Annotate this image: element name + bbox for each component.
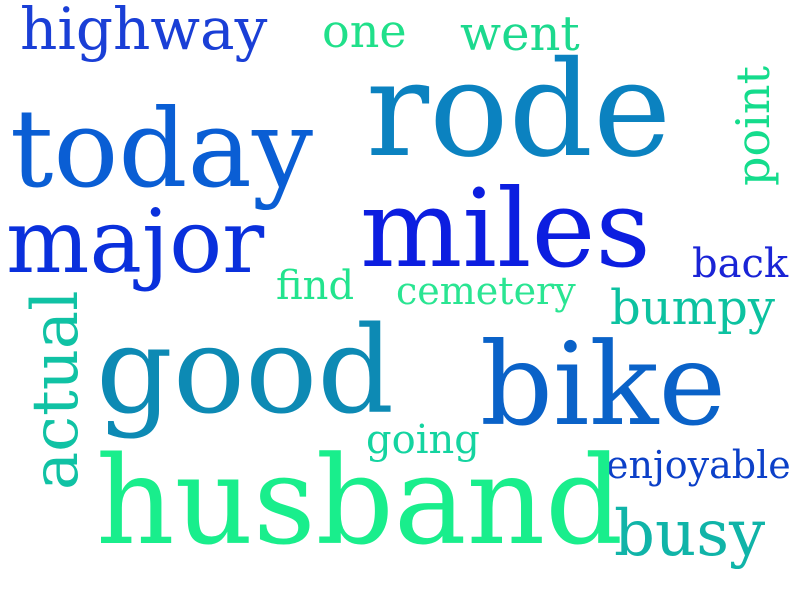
word-highway: highway bbox=[20, 0, 268, 63]
word-back: back bbox=[692, 241, 789, 287]
word-miles: miles bbox=[360, 167, 651, 292]
word-today: today bbox=[10, 87, 313, 212]
word-enjoyable: enjoyable bbox=[606, 443, 791, 487]
word-major: major bbox=[6, 190, 265, 293]
word-good: good bbox=[96, 302, 395, 441]
word-point: point bbox=[726, 66, 780, 186]
word-rode: rode bbox=[366, 33, 672, 187]
word-actual: actual bbox=[19, 290, 93, 490]
word-husband: husband bbox=[96, 430, 624, 572]
word-find: find bbox=[276, 263, 355, 309]
word-bike: bike bbox=[480, 318, 726, 451]
word-went: went bbox=[460, 6, 580, 62]
word-one: one bbox=[322, 4, 407, 58]
word-going: going bbox=[366, 417, 480, 463]
word-cemetery: cemetery bbox=[396, 269, 576, 313]
word-busy: busy bbox=[614, 497, 766, 571]
word-bumpy: bumpy bbox=[610, 280, 775, 336]
